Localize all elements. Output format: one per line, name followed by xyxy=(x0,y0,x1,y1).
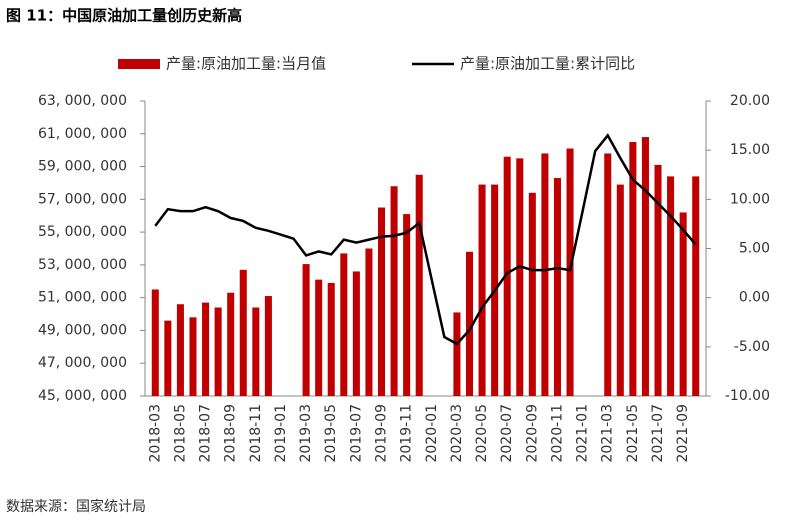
y2-tick-label: -10.00 xyxy=(725,388,770,404)
y-tick-label: 51, 000, 000 xyxy=(38,290,127,306)
bar xyxy=(327,282,335,396)
chart-title: 图 11：中国原油加工量创历史新高 xyxy=(6,7,242,25)
x-tick-label: 2020-07 xyxy=(499,404,515,463)
x-tick-label: 2020-01 xyxy=(424,404,440,463)
bar xyxy=(264,296,272,396)
bar xyxy=(403,214,411,396)
x-tick-label: 2019-03 xyxy=(298,404,314,463)
y-tick-label: 53, 000, 000 xyxy=(38,257,127,273)
x-tick-label: 2019-05 xyxy=(323,404,339,463)
source: 数据来源：国家统计局 xyxy=(6,498,146,515)
bar xyxy=(629,141,637,396)
bar xyxy=(176,304,184,396)
y-tick-label: 61, 000, 000 xyxy=(38,126,127,142)
x-tick-label: 2021-07 xyxy=(650,404,666,463)
x-tick-label: 2021-05 xyxy=(625,404,641,463)
bar xyxy=(315,279,323,396)
bar xyxy=(503,156,511,396)
y-tick-label: 47, 000, 000 xyxy=(38,355,127,371)
bar xyxy=(453,312,461,396)
bar xyxy=(667,176,675,396)
bar xyxy=(189,317,197,396)
bar xyxy=(566,148,574,396)
bar xyxy=(202,302,210,396)
y2-tick-label: 20.00 xyxy=(730,93,770,109)
x-tick-label: 2018-09 xyxy=(223,404,239,463)
bar xyxy=(252,307,260,396)
x-tick-label: 2018-03 xyxy=(147,404,163,463)
legend-swatch xyxy=(118,59,160,69)
line xyxy=(154,133,697,346)
x-tick-label: 2021-01 xyxy=(575,404,591,463)
x-tick-label: 2019-07 xyxy=(348,404,364,463)
bar xyxy=(528,192,536,396)
x-tick-label: 2018-07 xyxy=(198,404,214,463)
bar xyxy=(302,264,310,396)
bar xyxy=(340,253,348,396)
y2-tick-label: 15.00 xyxy=(730,142,770,158)
x-tick-label: 2021-03 xyxy=(600,404,616,463)
bar xyxy=(164,320,172,396)
y2-tick-label: 0.00 xyxy=(739,290,770,306)
y-tick-label: 63, 000, 000 xyxy=(38,93,127,109)
x-tick-label: 2018-05 xyxy=(172,404,188,463)
y-tick-label: 49, 000, 000 xyxy=(38,322,127,338)
bar xyxy=(151,289,159,396)
bar xyxy=(679,212,687,396)
y-tick-label: 45, 000, 000 xyxy=(38,388,127,404)
y2-tick-label: -5.00 xyxy=(734,339,770,355)
y-tick-label: 57, 000, 000 xyxy=(38,191,127,207)
bar xyxy=(478,184,486,396)
bar xyxy=(214,307,222,396)
bar xyxy=(239,269,247,396)
bar xyxy=(604,153,612,396)
x-tick-label: 2018-11 xyxy=(248,404,264,463)
y-tick-label: 55, 000, 000 xyxy=(38,224,127,240)
legend-label: 产量:原油加工量:累计同比 xyxy=(460,55,635,73)
bar xyxy=(641,137,649,397)
legend-label: 产量:原油加工量:当月值 xyxy=(166,55,326,73)
bar xyxy=(553,178,561,396)
x-tick-label: 2020-05 xyxy=(474,404,490,463)
x-tick-label: 2019-11 xyxy=(399,404,415,463)
bar xyxy=(227,292,235,396)
bar xyxy=(692,176,700,396)
x-tick-label: 2020-09 xyxy=(524,404,540,463)
bar xyxy=(352,271,360,396)
bar xyxy=(654,164,662,396)
bar xyxy=(377,207,386,396)
x-tick-label: 2020-11 xyxy=(549,404,565,463)
bar xyxy=(390,186,398,396)
bar xyxy=(465,251,474,396)
bar xyxy=(541,153,549,396)
x-tick-label: 2019-09 xyxy=(374,404,390,463)
bar xyxy=(365,248,373,396)
y2-tick-label: 10.00 xyxy=(730,191,770,207)
y2-tick-label: 5.00 xyxy=(739,241,770,257)
bar xyxy=(616,184,624,396)
bar xyxy=(516,158,524,396)
x-tick-label: 2021-09 xyxy=(675,404,691,463)
x-tick-label: 2019-01 xyxy=(273,404,289,463)
x-tick-label: 2020-03 xyxy=(449,404,465,463)
bar xyxy=(415,174,423,396)
y-tick-label: 59, 000, 000 xyxy=(38,159,127,175)
